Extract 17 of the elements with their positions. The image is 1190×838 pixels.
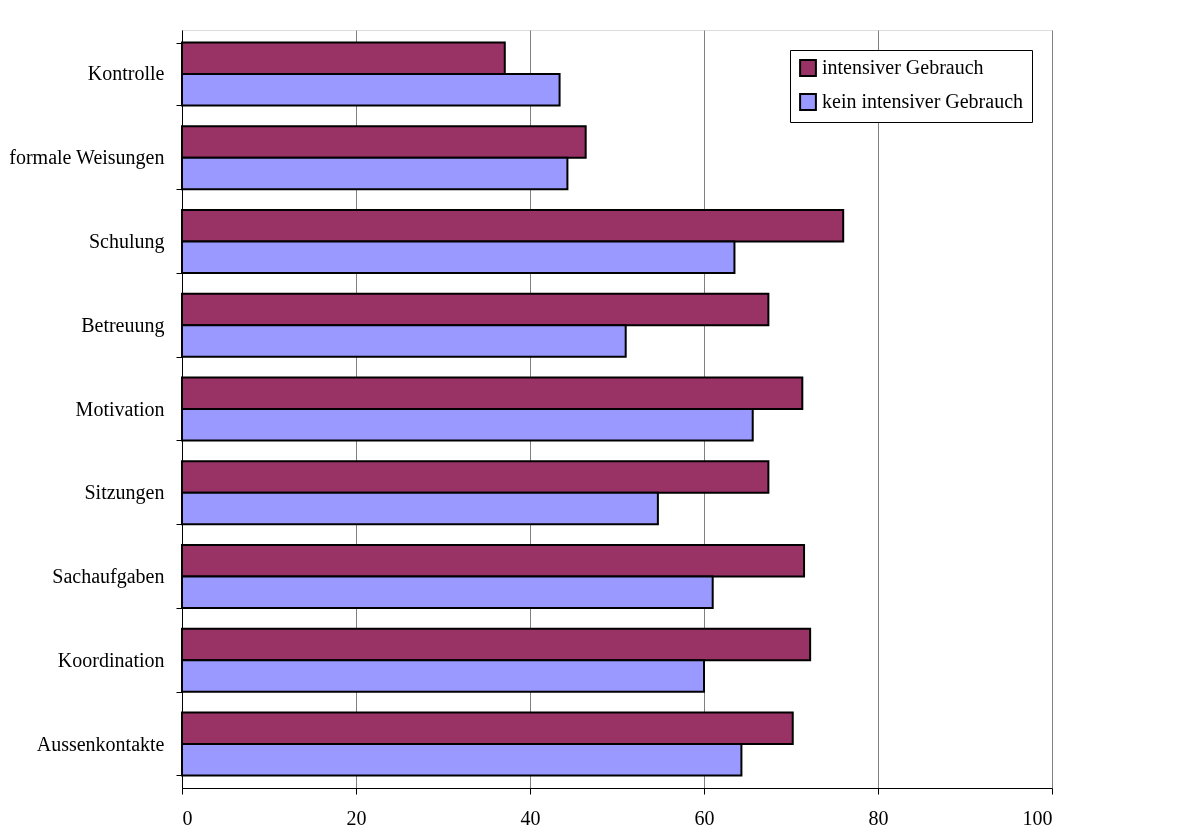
y-tick-label: Sachaufgaben: [52, 565, 165, 589]
y-tick-label: Sitzungen: [84, 481, 165, 505]
y-tick-label: Kontrolle: [87, 62, 165, 85]
legend-label: intensiver Gebrauch: [822, 56, 984, 78]
x-tick-label: 0: [182, 806, 193, 829]
y-tick-label: formale Weisungen: [9, 146, 165, 170]
y-tick-label: Schulung: [88, 229, 165, 253]
x-tick-label: 40: [520, 806, 541, 829]
legend-label: kein intensiver Gebrauch: [822, 90, 1024, 112]
y-tick-label: Betreuung: [81, 313, 165, 337]
x-tick-label: 20: [346, 806, 367, 829]
y-tick-label: Aussenkontakte: [36, 732, 165, 755]
x-tick-label: 60: [694, 806, 715, 829]
y-tick-label: Motivation: [75, 397, 165, 420]
x-tick-label: 100: [1022, 806, 1053, 829]
y-tick-label: Koordination: [57, 648, 165, 671]
x-tick-label: 80: [868, 806, 889, 829]
